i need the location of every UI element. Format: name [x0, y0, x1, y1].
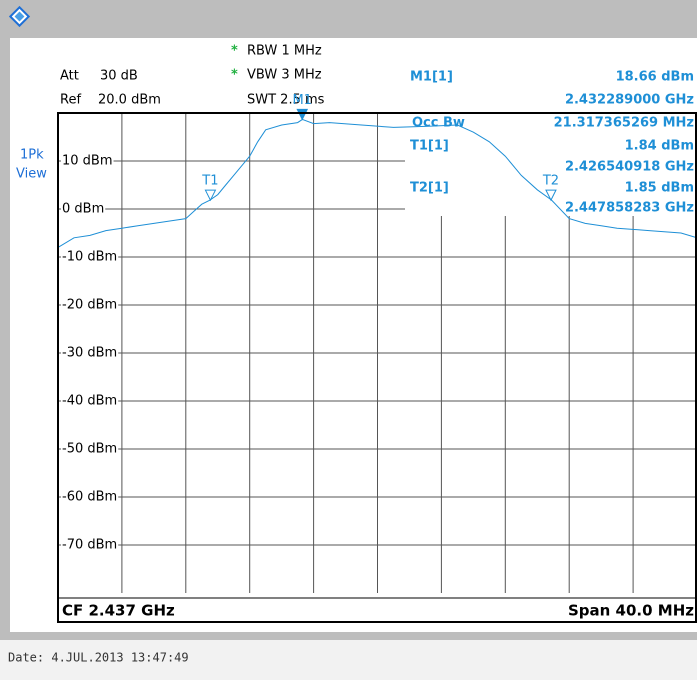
- y-tick-label: -60 dBm: [62, 490, 117, 505]
- att: 30 dB: [100, 69, 138, 84]
- marker-name: M1[1]: [410, 70, 453, 85]
- tick-label-bg: [61, 249, 119, 265]
- vbw: VBW 3 MHz: [247, 68, 322, 83]
- y-tick-label: -30 dBm: [62, 346, 117, 361]
- y-tick-label: 10 dBm: [62, 154, 113, 169]
- y-tick-label: -70 dBm: [62, 538, 117, 553]
- trace-mode: 1Pk: [20, 148, 44, 163]
- marker-name: T2[1]: [410, 181, 449, 196]
- marker-name: Occ Bw: [412, 116, 465, 131]
- tick-label-bg: [61, 537, 119, 553]
- ref: 20.0 dBm: [98, 93, 161, 108]
- star: *: [231, 44, 238, 59]
- marker-frequency: 2.426540918 GHz: [565, 160, 694, 175]
- marker-frequency: 2.432289000 GHz: [565, 93, 694, 108]
- marker-tag: T1: [201, 174, 218, 189]
- y-tick-label: -50 dBm: [62, 442, 117, 457]
- plot-border: [57, 112, 697, 623]
- marker-value: 1.85 dBm: [625, 181, 694, 196]
- marker: [204, 189, 217, 202]
- marker-value: 1.84 dBm: [625, 139, 694, 154]
- marker-frequency: 2.447858283 GHz: [565, 201, 694, 216]
- center-frequency: CF 2.437 GHz: [62, 602, 175, 620]
- tick-label-bg: [61, 393, 119, 409]
- star: *: [231, 68, 238, 83]
- marker-tag: T2: [542, 174, 559, 189]
- rbw: RBW 1 MHz: [247, 44, 322, 59]
- plot: 10 dBm 0 dBm -10 dBm -20 dBm -30 dBm -40 dBm -…: [57, 62, 697, 623]
- y-tick-label: -10 dBm: [62, 250, 117, 265]
- marker: [545, 189, 557, 202]
- y-tick-label: -20 dBm: [62, 298, 117, 313]
- tick-label-bg: [61, 153, 114, 169]
- tick-label-bg: [61, 201, 106, 217]
- swt: SWT 2.5 ms: [247, 93, 325, 108]
- tick-label-bg: [61, 345, 119, 361]
- att-label: Att: [60, 69, 79, 84]
- marker-tag: M1: [292, 93, 312, 108]
- span: Span 40.0 MHz: [568, 602, 694, 620]
- y-tick-label: 0 dBm: [62, 202, 104, 217]
- tick-label-bg: [61, 489, 119, 505]
- tick-label-bg: [61, 297, 119, 313]
- ref-label: Ref: [60, 93, 81, 108]
- y-tick-label: -40 dBm: [62, 394, 117, 409]
- marker-name: T1[1]: [410, 139, 449, 154]
- date: Date: 4.JUL.2013 13:47:49: [8, 651, 189, 665]
- marker-value: 21.317365269 MHz: [554, 116, 694, 131]
- logo: [8, 5, 31, 28]
- tick-label-bg: [61, 441, 119, 457]
- trace: [57, 118, 697, 248]
- trace-view: View: [16, 167, 47, 182]
- marker: [296, 108, 309, 121]
- marker-value: 18.66 dBm: [616, 70, 694, 85]
